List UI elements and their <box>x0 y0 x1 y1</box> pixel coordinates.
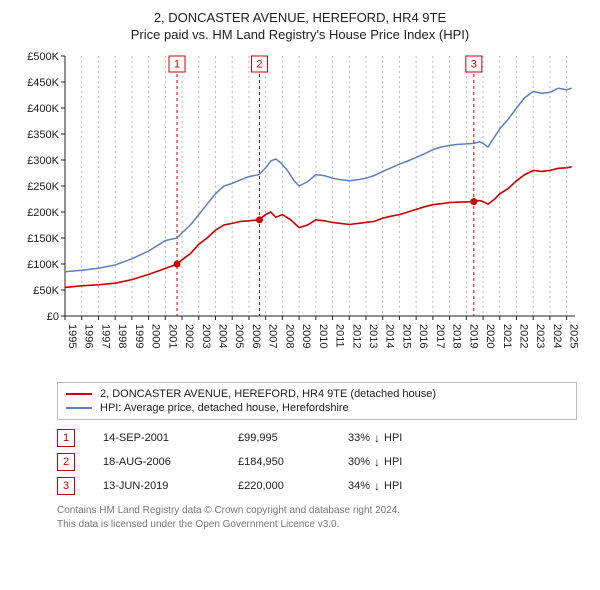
chart-sale-markers <box>174 198 478 267</box>
svg-text:£450K: £450K <box>27 77 59 89</box>
svg-text:£300K: £300K <box>27 155 59 167</box>
svg-text:£200K: £200K <box>27 207 59 219</box>
sale-marker-1 <box>174 261 181 268</box>
svg-text:£350K: £350K <box>27 129 59 141</box>
svg-text:£150K: £150K <box>27 233 59 245</box>
svg-text:£400K: £400K <box>27 103 59 115</box>
chart-titles: 2, DONCASTER AVENUE, HEREFORD, HR4 9TE P… <box>15 10 585 42</box>
legend-swatch-hpi <box>66 407 92 409</box>
svg-text:2020: 2020 <box>484 324 496 348</box>
svg-text:2003: 2003 <box>200 324 212 348</box>
sale-event-badge: 1 <box>57 429 75 447</box>
svg-text:1998: 1998 <box>116 324 128 348</box>
svg-text:2005: 2005 <box>233 324 245 348</box>
svg-text:2000: 2000 <box>150 324 162 348</box>
svg-text:2011: 2011 <box>334 324 346 348</box>
svg-text:2019: 2019 <box>467 324 479 348</box>
sale-event-price: £99,995 <box>238 432 348 444</box>
legend-label-hpi: HPI: Average price, detached house, Here… <box>100 402 349 414</box>
svg-text:£250K: £250K <box>27 181 59 193</box>
svg-text:2018: 2018 <box>451 324 463 348</box>
chart-series <box>65 88 572 287</box>
sale-event-hpi-delta: 30% ↓ HPI <box>348 456 402 468</box>
svg-text:2: 2 <box>256 58 262 70</box>
sale-events-table: 1 14-SEP-2001£99,99533% ↓ HPI 2 18-AUG-2006£1… <box>57 426 577 498</box>
svg-text:2012: 2012 <box>350 324 362 348</box>
svg-text:2023: 2023 <box>534 324 546 348</box>
svg-text:2025: 2025 <box>568 324 580 348</box>
sale-event-delta-pct: 33% <box>348 432 370 444</box>
svg-text:2021: 2021 <box>501 324 513 348</box>
svg-text:2002: 2002 <box>183 324 195 348</box>
attribution-footer: Contains HM Land Registry data © Crown c… <box>57 504 577 531</box>
sale-event-badge: 3 <box>57 477 75 495</box>
sale-event-delta-pct: 34% <box>348 480 370 492</box>
svg-text:1995: 1995 <box>66 324 78 348</box>
svg-text:1999: 1999 <box>133 324 145 348</box>
sale-event-hpi-delta: 34% ↓ HPI <box>348 480 402 492</box>
sale-marker-3 <box>470 198 477 205</box>
series-property <box>65 167 572 288</box>
attribution-line-1: Contains HM Land Registry data © Crown c… <box>57 504 577 518</box>
svg-text:£500K: £500K <box>27 51 59 63</box>
chart-title-address: 2, DONCASTER AVENUE, HEREFORD, HR4 9TE <box>15 10 585 25</box>
svg-text:2022: 2022 <box>517 324 529 348</box>
sale-event-price: £220,000 <box>238 480 348 492</box>
legend: 2, DONCASTER AVENUE, HEREFORD, HR4 9TE (… <box>57 382 577 420</box>
svg-text:2024: 2024 <box>551 324 563 348</box>
chart-title-subtitle: Price paid vs. HM Land Registry's House … <box>15 27 585 42</box>
svg-text:2017: 2017 <box>434 324 446 348</box>
svg-text:2001: 2001 <box>166 324 178 348</box>
legend-swatch-property <box>66 393 92 395</box>
chart-x-axis: 1995 1996 1997 1998 1999 2000 2001 2002 2003 2004… <box>65 316 580 348</box>
sale-event-hpi-suffix: HPI <box>384 480 402 492</box>
sale-event-row: 1 14-SEP-2001£99,99533% ↓ HPI <box>57 426 577 450</box>
sale-event-date: 13-JUN-2019 <box>103 480 238 492</box>
svg-text:1997: 1997 <box>99 324 111 348</box>
svg-text:2015: 2015 <box>400 324 412 348</box>
sale-marker-2 <box>256 216 263 223</box>
sale-event-price: £184,950 <box>238 456 348 468</box>
svg-text:£0: £0 <box>47 311 59 323</box>
svg-text:1996: 1996 <box>83 324 95 348</box>
chart-container: £0 £50K £100K £150K £200K £250K £300K £350K £400… <box>15 46 585 376</box>
arrow-down-icon: ↓ <box>374 480 380 492</box>
svg-text:2007: 2007 <box>267 324 279 348</box>
svg-text:2013: 2013 <box>367 324 379 348</box>
page-root: 2, DONCASTER AVENUE, HEREFORD, HR4 9TE P… <box>0 0 600 590</box>
price-hpi-line-chart: £0 £50K £100K £150K £200K £250K £300K £350K £400… <box>15 46 585 376</box>
svg-text:£100K: £100K <box>27 259 59 271</box>
svg-text:2010: 2010 <box>317 324 329 348</box>
series-hpi <box>65 88 572 272</box>
svg-text:3: 3 <box>471 58 477 70</box>
chart-y-axis: £0 £50K £100K £150K £200K £250K £300K £350K £400… <box>27 51 65 323</box>
svg-text:£50K: £50K <box>33 285 59 297</box>
sale-event-hpi-delta: 33% ↓ HPI <box>348 432 402 444</box>
svg-text:2006: 2006 <box>250 324 262 348</box>
attribution-line-2: This data is licensed under the Open Gov… <box>57 518 577 532</box>
sale-event-date: 14-SEP-2001 <box>103 432 238 444</box>
sale-event-row: 3 13-JUN-2019£220,00034% ↓ HPI <box>57 474 577 498</box>
legend-item-property: 2, DONCASTER AVENUE, HEREFORD, HR4 9TE (… <box>66 387 568 401</box>
sale-event-hpi-suffix: HPI <box>384 456 402 468</box>
legend-label-property: 2, DONCASTER AVENUE, HEREFORD, HR4 9TE (… <box>100 388 436 400</box>
chart-event-badges: 1 2 3 <box>169 56 482 72</box>
svg-text:2016: 2016 <box>417 324 429 348</box>
svg-text:2008: 2008 <box>283 324 295 348</box>
arrow-down-icon: ↓ <box>374 432 380 444</box>
svg-text:1: 1 <box>174 58 180 70</box>
sale-event-delta-pct: 30% <box>348 456 370 468</box>
sale-event-hpi-suffix: HPI <box>384 432 402 444</box>
sale-event-date: 18-AUG-2006 <box>103 456 238 468</box>
sale-event-row: 2 18-AUG-2006£184,95030% ↓ HPI <box>57 450 577 474</box>
svg-text:2004: 2004 <box>216 324 228 348</box>
legend-item-hpi: HPI: Average price, detached house, Here… <box>66 401 568 415</box>
arrow-down-icon: ↓ <box>374 456 380 468</box>
sale-event-badge: 2 <box>57 453 75 471</box>
svg-text:2009: 2009 <box>300 324 312 348</box>
chart-event-vlines <box>177 56 474 316</box>
svg-text:2014: 2014 <box>384 324 396 348</box>
